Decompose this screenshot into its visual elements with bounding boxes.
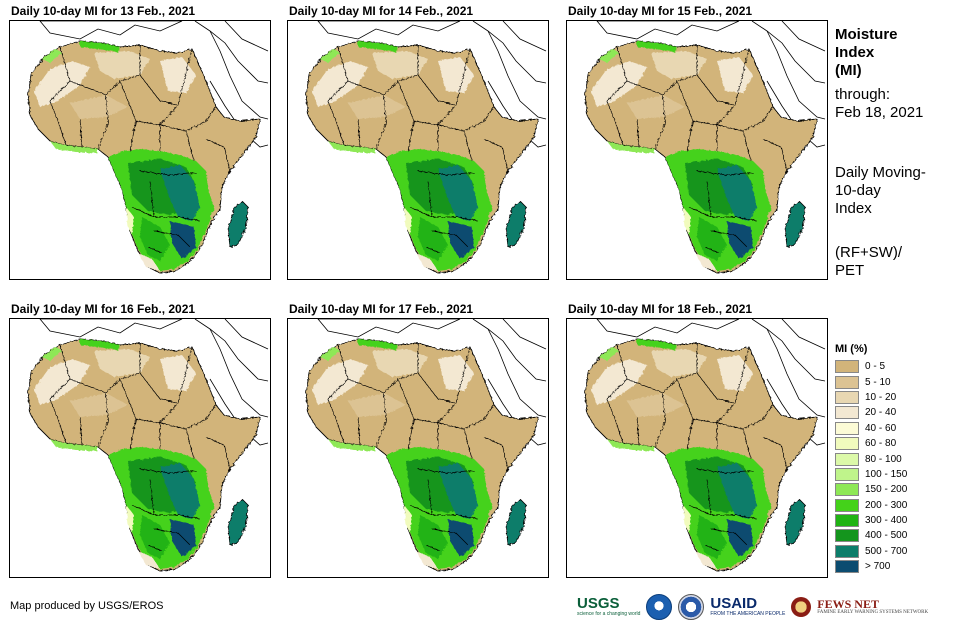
- fews-tagline: FAMINE EARLY WARNING SYSTEMS NETWORK: [817, 610, 929, 615]
- legend-item: 300 - 400: [835, 513, 965, 528]
- index-description: Daily Moving- 10-day Index: [835, 164, 926, 218]
- usaid-logo-text: USAID: [710, 595, 758, 612]
- index-title-line3: (MI): [835, 62, 862, 79]
- legend-label: 150 - 200: [865, 484, 908, 496]
- africa-map: [566, 20, 828, 280]
- panel-title: Daily 10-day MI for 15 Feb., 2021: [568, 4, 753, 18]
- legend-label: 500 - 700: [865, 545, 908, 557]
- panel-title: Daily 10-day MI for 13 Feb., 2021: [11, 4, 196, 18]
- legend-title: MI (%): [835, 343, 868, 355]
- legend-label: 40 - 60: [865, 422, 897, 434]
- legend-item: 60 - 80: [835, 436, 965, 451]
- usgs-tagline: science for a changing world: [577, 611, 641, 617]
- logo-strip: USGS science for a changing world USAID …: [577, 594, 928, 620]
- legend-label: 10 - 20: [865, 391, 897, 403]
- legend-label: 60 - 80: [865, 438, 897, 450]
- map-panel-4: Daily 10-day MI for 16 Feb., 2021: [9, 302, 271, 578]
- fews-logo-text: FEWS NET: [817, 597, 879, 611]
- desc-line3: Index: [835, 200, 872, 217]
- legend-swatch: [835, 498, 859, 512]
- map-panel-3: Daily 10-day MI for 15 Feb., 2021: [566, 4, 828, 280]
- legend-item: 200 - 300: [835, 498, 965, 513]
- through-date: Feb 18, 2021: [835, 104, 924, 121]
- formula-line1: (RF+SW)/: [835, 244, 903, 261]
- legend-item: 20 - 40: [835, 405, 965, 420]
- legend-swatch: [835, 452, 859, 466]
- legend-swatch: [835, 467, 859, 481]
- panel-title: Daily 10-day MI for 14 Feb., 2021: [289, 4, 474, 18]
- africa-map: [9, 20, 271, 280]
- map-panel-5: Daily 10-day MI for 17 Feb., 2021: [287, 302, 549, 578]
- legend-label: 200 - 300: [865, 499, 908, 511]
- legend-item: 10 - 20: [835, 390, 965, 405]
- legend-label: 100 - 150: [865, 468, 908, 480]
- legend-item: 400 - 500: [835, 528, 965, 543]
- legend-swatch: [835, 360, 859, 374]
- through-info: through: Feb 18, 2021: [835, 86, 923, 122]
- legend-rows: 0 - 5 5 - 10 10 - 20 20 - 40 40 - 60 60 - 80 8…: [835, 359, 965, 574]
- panel-title: Daily 10-day MI for 16 Feb., 2021: [11, 302, 196, 316]
- legend-swatch: [835, 544, 859, 558]
- nasa-seal-icon: [678, 594, 705, 620]
- legend-item: 0 - 5: [835, 359, 965, 374]
- usaid-tagline: FROM THE AMERICAN PEOPLE: [710, 611, 786, 617]
- legend-item: > 700: [835, 559, 965, 574]
- legend-label: 300 - 400: [865, 515, 908, 527]
- legend-swatch: [835, 514, 859, 528]
- legend-swatch: [835, 483, 859, 497]
- index-formula: (RF+SW)/ PET: [835, 244, 902, 280]
- desc-line2: 10-day: [835, 182, 881, 199]
- legend-swatch: [835, 406, 859, 420]
- legend-swatch: [835, 560, 859, 574]
- africa-map: [287, 20, 549, 280]
- legend-label: > 700: [865, 561, 891, 573]
- through-label: through:: [835, 86, 891, 103]
- fews-logo: FEWS NET FAMINE EARLY WARNING SYSTEMS NE…: [817, 598, 928, 616]
- legend-swatch: [835, 529, 859, 543]
- usgs-logo: USGS science for a changing world: [577, 595, 641, 617]
- index-title-line2: Index: [835, 44, 875, 61]
- africa-map: [287, 318, 549, 578]
- legend-swatch: [835, 421, 859, 435]
- formula-line2: PET: [835, 262, 865, 279]
- legend: MI (%) 0 - 5 5 - 10 10 - 20 20 - 40 40 - 60 6…: [835, 343, 965, 574]
- noaa-logo-icon: [646, 594, 673, 620]
- africa-map: [9, 318, 271, 578]
- index-title: Moisture Index (MI): [835, 26, 898, 80]
- legend-item: 40 - 60: [835, 421, 965, 436]
- legend-label: 0 - 5: [865, 361, 886, 373]
- legend-item: 80 - 100: [835, 451, 965, 466]
- index-title-line1: Moisture: [835, 26, 898, 43]
- fews-globe-icon: [791, 597, 812, 617]
- africa-map: [566, 318, 828, 578]
- usgs-logo-text: USGS: [577, 595, 620, 612]
- legend-item: 150 - 200: [835, 482, 965, 497]
- legend-label: 400 - 500: [865, 530, 908, 542]
- panel-title: Daily 10-day MI for 17 Feb., 2021: [289, 302, 474, 316]
- panel-title: Daily 10-day MI for 18 Feb., 2021: [568, 302, 753, 316]
- map-credit: Map produced by USGS/EROS: [10, 600, 164, 612]
- desc-line1: Daily Moving-: [835, 164, 926, 181]
- legend-label: 5 - 10: [865, 376, 891, 388]
- legend-item: 500 - 700: [835, 544, 965, 559]
- map-panel-6: Daily 10-day MI for 18 Feb., 2021: [566, 302, 828, 578]
- legend-label: 20 - 40: [865, 407, 897, 419]
- usaid-logo: USAID FROM THE AMERICAN PEOPLE: [710, 595, 786, 617]
- legend-label: 80 - 100: [865, 453, 902, 465]
- legend-item: 5 - 10: [835, 374, 965, 389]
- legend-item: 100 - 150: [835, 467, 965, 482]
- legend-swatch: [835, 390, 859, 404]
- map-panel-2: Daily 10-day MI for 14 Feb., 2021: [287, 4, 549, 280]
- legend-swatch: [835, 437, 859, 451]
- map-panel-1: Daily 10-day MI for 13 Feb., 2021: [9, 4, 271, 280]
- legend-swatch: [835, 375, 859, 389]
